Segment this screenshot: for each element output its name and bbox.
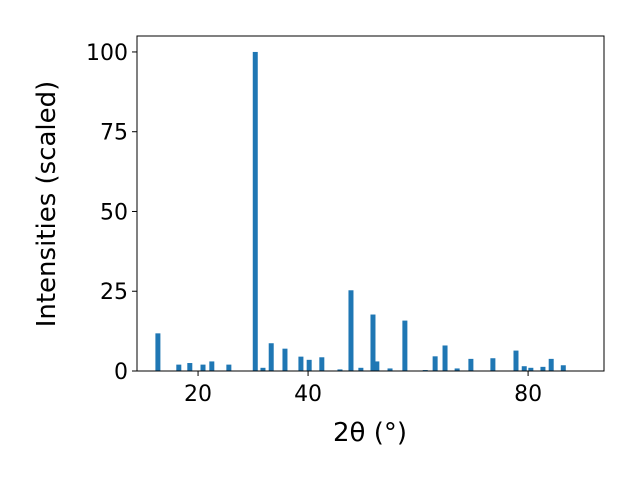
y-tick-label: 25 [100, 280, 128, 305]
bar [560, 365, 566, 371]
bar [319, 357, 325, 371]
bar [252, 51, 258, 371]
x-tick-label: 40 [294, 382, 322, 407]
plot-frame [136, 35, 605, 372]
x-axis-label: 2θ (°) [333, 418, 407, 448]
bar [282, 348, 288, 371]
bar [374, 361, 380, 371]
bar [268, 343, 274, 371]
bar [490, 358, 496, 371]
bar [260, 367, 266, 371]
bar [226, 364, 232, 371]
bar [468, 358, 474, 371]
x-tick-label: 20 [184, 382, 212, 407]
bar [521, 366, 527, 371]
bar [358, 367, 364, 371]
y-tick-label: 100 [86, 41, 128, 66]
bar [187, 363, 193, 371]
bar [432, 356, 438, 371]
bar [442, 345, 448, 371]
x-tick-label: 80 [514, 382, 542, 407]
bar [402, 320, 408, 371]
bar [548, 358, 554, 371]
y-tick-label: 50 [100, 200, 128, 225]
bar [540, 366, 546, 371]
bar [370, 314, 376, 371]
bar [337, 369, 343, 371]
bar [209, 361, 215, 371]
bar [155, 333, 161, 371]
bar [387, 368, 393, 371]
bar [298, 356, 304, 371]
bar [200, 364, 206, 371]
bar [176, 364, 182, 371]
bar [348, 290, 354, 371]
y-axis-label: Intensities (scaled) [32, 81, 62, 328]
bar [513, 350, 519, 371]
bar [528, 367, 534, 371]
y-tick-label: 0 [114, 360, 128, 385]
y-tick-label: 75 [100, 121, 128, 146]
bar [454, 368, 460, 371]
bar [306, 359, 312, 371]
